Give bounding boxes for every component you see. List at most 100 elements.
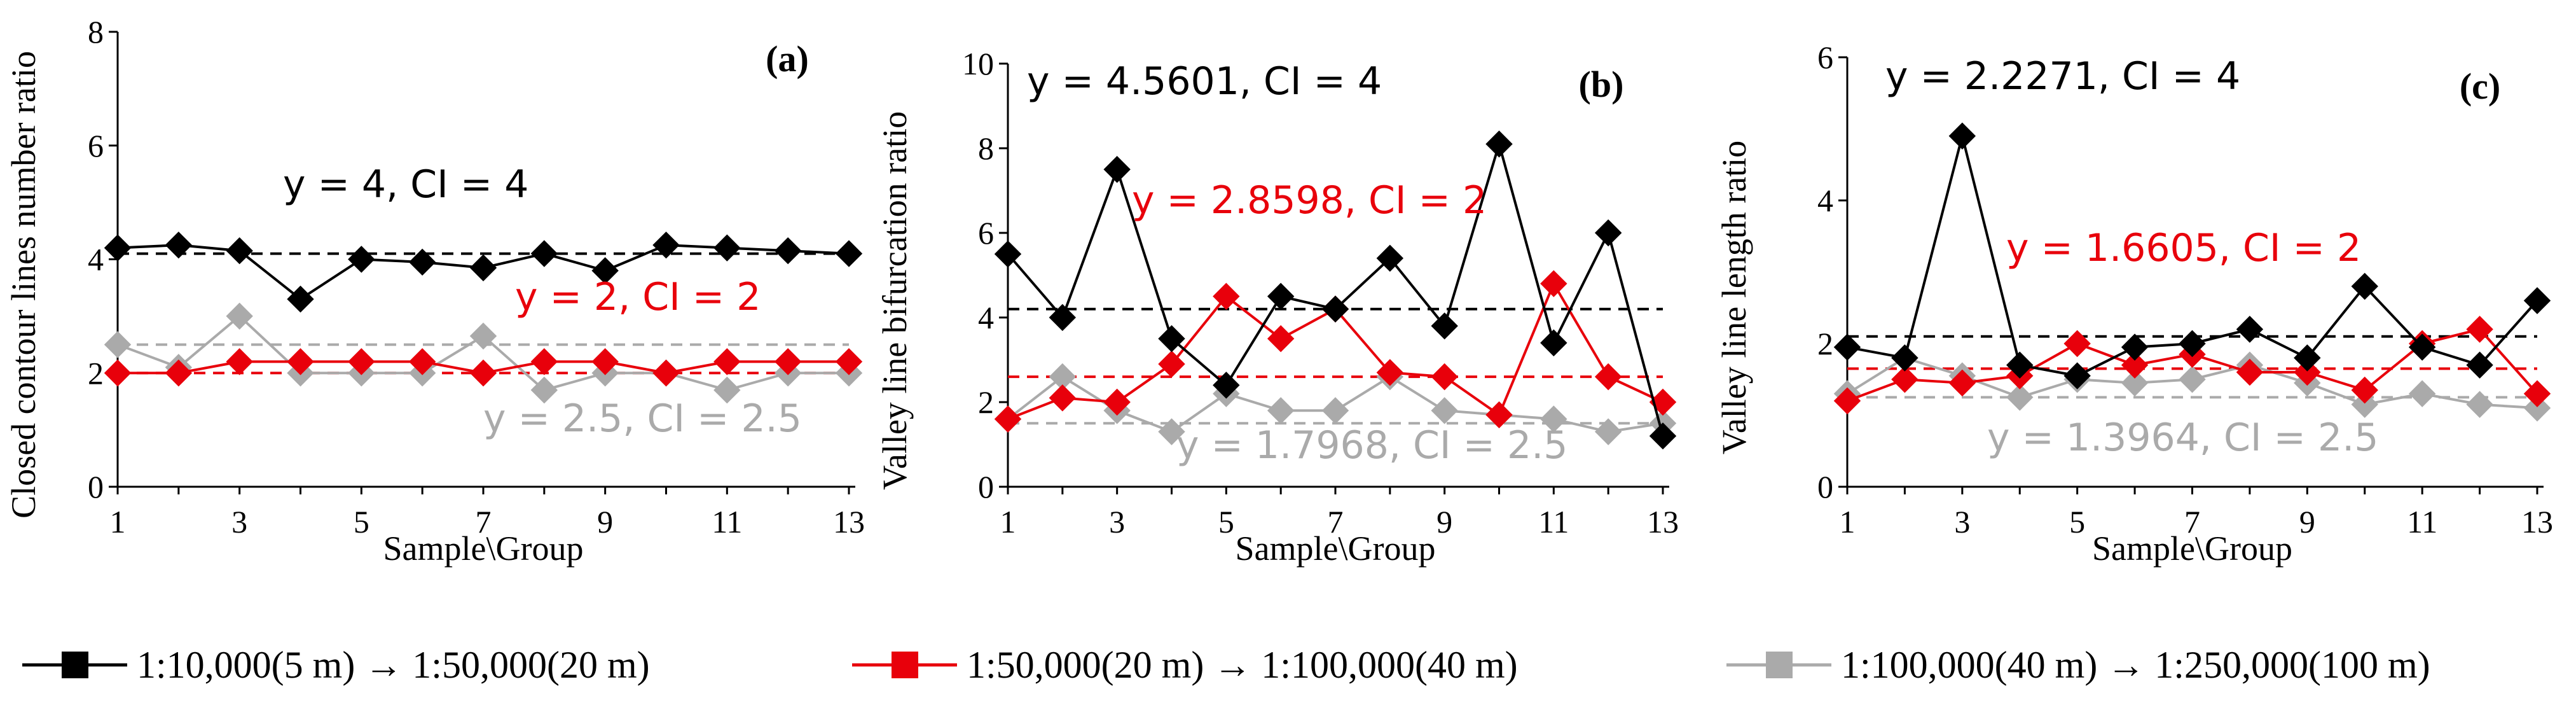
data-point: [652, 359, 680, 387]
data-point: [1833, 333, 1861, 361]
x-tick-label: 11: [1538, 504, 1569, 540]
y-tick-label: 6: [88, 128, 104, 164]
x-tick-label: 3: [231, 504, 247, 540]
data-point: [1158, 350, 1185, 378]
y-tick-label: 0: [1817, 469, 1833, 505]
data-point: [1540, 270, 1567, 298]
legend-label: 1:50,000(20 m) → 1:100,000(40 m): [967, 644, 1518, 686]
legend-marker: [62, 652, 88, 678]
data-point: [1049, 363, 1077, 391]
data-point: [652, 231, 680, 259]
x-tick-label: 11: [2407, 504, 2437, 540]
data-point: [1049, 304, 1077, 332]
data-point: [1594, 363, 1622, 391]
y-axis-label: Valley line bifurcation ratio: [876, 111, 914, 490]
data-point: [994, 405, 1022, 433]
y-tick-label: 0: [978, 469, 994, 505]
data-point: [226, 348, 253, 375]
y-tick-label: 2: [978, 384, 994, 420]
data-point: [1540, 329, 1567, 357]
x-tick-label: 9: [597, 504, 613, 540]
data-point: [1431, 312, 1458, 340]
data-point: [2466, 391, 2493, 418]
x-tick-label: 7: [2184, 504, 2200, 540]
x-tick-label: 1: [1840, 504, 1856, 540]
data-point: [1213, 283, 1240, 310]
y-tick-label: 2: [1817, 326, 1833, 361]
x-tick-label: 11: [712, 504, 742, 540]
data-point: [1321, 397, 1349, 424]
y-tick-label: 8: [978, 130, 994, 166]
equation-annotation: y = 4, CI = 4: [283, 162, 528, 207]
y-axis-label: Valley line length ratio: [1715, 141, 1753, 454]
data-point: [165, 231, 193, 259]
data-point: [530, 348, 558, 375]
equation-annotation: y = 4.5601, CI = 4: [1027, 59, 1382, 104]
data-point: [226, 237, 253, 265]
data-point: [1213, 372, 1240, 399]
equation-annotation: y = 2.8598, CI = 2: [1132, 178, 1487, 223]
x-tick-label: 13: [1647, 504, 1679, 540]
x-tick-label: 7: [1328, 504, 1344, 540]
data-point: [2408, 380, 2436, 407]
panel-letter: (c): [2460, 66, 2500, 107]
data-point: [1103, 156, 1131, 183]
data-point: [835, 348, 863, 375]
data-point: [1594, 219, 1622, 247]
x-axis-label: Sample\Group: [383, 529, 584, 568]
y-tick-label: 4: [978, 300, 994, 335]
data-point: [713, 234, 741, 262]
y-tick-label: 6: [1817, 39, 1833, 75]
x-tick-label: 1: [110, 504, 126, 540]
data-point: [1431, 363, 1458, 391]
data-point: [713, 348, 741, 375]
data-point: [774, 237, 802, 265]
equation-annotation: y = 1.6605, CI = 2: [2006, 226, 2361, 270]
y-tick-label: 2: [88, 355, 104, 391]
x-tick-label: 5: [354, 504, 369, 540]
data-point: [1103, 388, 1131, 416]
x-tick-label: 1: [1000, 504, 1016, 540]
data-point: [469, 359, 497, 387]
x-tick-label: 7: [476, 504, 492, 540]
data-point: [1891, 344, 1918, 372]
x-axis-label: Sample\Group: [1236, 529, 1436, 568]
data-point: [287, 285, 314, 313]
data-point: [713, 376, 741, 404]
y-tick-label: 4: [88, 242, 104, 277]
data-point: [104, 234, 132, 262]
data-point: [2179, 366, 2206, 393]
data-point: [1158, 325, 1185, 352]
data-point: [1267, 397, 1295, 424]
x-tick-label: 3: [1109, 504, 1125, 540]
x-tick-label: 13: [2521, 504, 2553, 540]
y-tick-label: 4: [1817, 183, 1833, 218]
data-point: [774, 348, 802, 375]
x-tick-label: 3: [1954, 504, 1970, 540]
data-point: [104, 331, 132, 358]
data-point: [530, 240, 558, 267]
data-point: [2121, 333, 2149, 361]
x-tick-label: 9: [2299, 504, 2315, 540]
data-point: [994, 241, 1022, 268]
y-axis-label: Closed contour lines number ratio: [4, 51, 43, 519]
x-tick-label: 5: [1218, 504, 1234, 540]
data-point: [1049, 384, 1077, 412]
x-tick-label: 13: [833, 504, 865, 540]
data-point: [2063, 362, 2091, 389]
equation-annotation: y = 1.7968, CI = 2.5: [1176, 423, 1567, 468]
data-point: [1948, 122, 1976, 150]
legend-marker: [1766, 652, 1793, 678]
data-point: [2063, 330, 2091, 358]
data-point: [469, 254, 497, 282]
equation-annotation: y = 2.5, CI = 2.5: [483, 396, 802, 441]
data-point: [1594, 418, 1622, 445]
data-point: [104, 359, 132, 387]
data-point: [226, 302, 253, 330]
panel-letter: (a): [766, 38, 809, 80]
equation-annotation: y = 2, CI = 2: [515, 275, 761, 319]
data-point: [2236, 316, 2264, 343]
legend-label: 1:10,000(5 m) → 1:50,000(20 m): [137, 644, 650, 686]
